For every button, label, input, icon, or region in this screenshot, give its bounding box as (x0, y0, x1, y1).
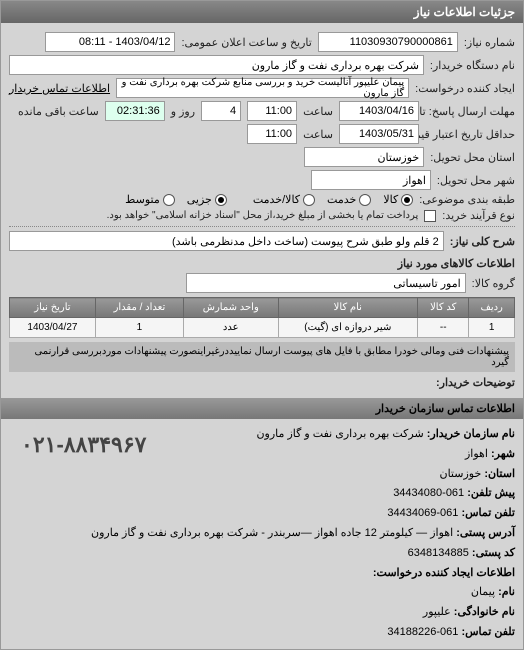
classify-group-1: کالا خدمت کالا/خدمت (253, 193, 413, 206)
province-label: استان محل تحویل: (430, 151, 515, 164)
radio-partial[interactable]: جزیی (187, 193, 227, 206)
c-city-val: اهواز (465, 448, 488, 460)
org-name-label: نام سازمان خریدار: (427, 428, 515, 440)
org-name-val: شرکت بهره برداری نفت و گاز مارون (256, 428, 423, 440)
need-title-label: شرح کلی نیاز: (450, 235, 515, 248)
radio-service[interactable]: خدمت (327, 193, 371, 206)
radio-service-label: خدمت (327, 193, 356, 206)
response-time-field: 11:00 (247, 101, 297, 121)
need-title-field: 2 قلم ولو طبق شرح پیوست (ساخت داخل مدنظر… (9, 231, 444, 251)
modal-title: جزئیات اطلاعات نیاز (414, 5, 515, 19)
response-date-field: 1403/04/16 (339, 101, 419, 121)
remain-time-field: 02:31:36 (105, 101, 165, 121)
contact-link[interactable]: اطلاعات تماس خریدار (9, 82, 110, 95)
group-field: امور تاسیساتی (186, 273, 466, 293)
c-fax-label: پیش تلفن: (467, 487, 515, 499)
th-0: ردیف (469, 298, 515, 318)
td-4: 1 (95, 318, 183, 338)
time-label-2: ساعت (303, 128, 333, 141)
radio-both[interactable]: کالا/خدمت (253, 193, 315, 206)
classify-label: طبقه بندی موضوعی: (419, 193, 515, 206)
table-header-row: ردیف کد کالا نام کالا واحد شمارش تعداد /… (10, 298, 515, 318)
td-0: 1 (469, 318, 515, 338)
province-field: خوزستان (304, 147, 424, 167)
table-row[interactable]: 1 -- شیر دروازه ای (گیت) عدد 1 1403/04/2… (10, 318, 515, 338)
modal-header: جزئیات اطلاعات نیاز (1, 1, 523, 23)
radio-goods[interactable]: کالا (383, 193, 413, 206)
contact-section-header: اطلاعات تماس سازمان خریدار (1, 398, 523, 419)
contract-check[interactable] (424, 210, 436, 222)
c-fax-val: 061-34434080 (393, 487, 464, 499)
c-name-val: پیمان (471, 586, 495, 598)
radio-partial-icon (215, 194, 227, 206)
th-3: واحد شمارش (184, 298, 279, 318)
org-field: شرکت بهره برداری نفت و گاز مارون (9, 55, 424, 75)
group-label: گروه کالا: (472, 277, 515, 290)
c-name-label: نام: (498, 586, 515, 598)
modal-root: جزئیات اطلاعات نیاز شماره نیاز: 11030930… (0, 0, 524, 650)
td-1: -- (418, 318, 469, 338)
c-contact-phone-label: تلفن تماس: (461, 626, 515, 638)
c-phone-val: 061-34434069 (387, 507, 458, 519)
c-address-val: اهواز — کیلومتر 12 جاده اهواز —سربندر - … (91, 527, 453, 539)
c-province-val: خوزستان (439, 468, 481, 480)
classify-group-2: جزیی متوسط (125, 193, 227, 206)
announce-label: تاریخ و ساعت اعلان عمومی: (181, 36, 311, 49)
contract-text: پرداخت تمام یا بخشی از مبلغ خرید،از محل … (107, 210, 419, 221)
radio-goods-icon (401, 194, 413, 206)
th-5: تاریخ نیاز (10, 298, 96, 318)
remain-label: ساعت باقی مانده (18, 105, 99, 118)
creator-label: ایجاد کننده درخواست: (415, 82, 515, 95)
radio-both-icon (303, 194, 315, 206)
validity-label: حداقل تاریخ اعتبار قیمت: تا تاریخ: (425, 128, 515, 141)
td-5: 1403/04/27 (10, 318, 96, 338)
contract-label: نوع قرآیند خرید: (442, 209, 515, 222)
c-phone-label: تلفن تماس: (461, 507, 515, 519)
announce-field: 1403/04/12 - 08:11 (45, 32, 175, 52)
radio-goods-label: کالا (383, 193, 398, 206)
c-family-label: نام خانوادگی: (454, 606, 515, 618)
request-no-label: شماره نیاز: (464, 36, 515, 49)
remain-days-field: 4 (201, 101, 241, 121)
creator-field: پیمان علیپور آنالیست خرید و بررسی منابع … (116, 78, 409, 98)
radio-medium-icon (163, 194, 175, 206)
desc-label: توضیحات خریدار: (436, 376, 515, 389)
contact-body: نام سازمان خریدار: شرکت بهره برداری نفت … (1, 419, 523, 649)
goods-table: ردیف کد کالا نام کالا واحد شمارش تعداد /… (9, 297, 515, 338)
time-label-1: ساعت (303, 105, 333, 118)
org-label: نام دستگاه خریدار: (430, 59, 515, 72)
big-phone: ۰۲۱-۸۸۳۴۹۶۷ (9, 425, 147, 465)
main-section: شماره نیاز: 11030930790000861 تاریخ و سا… (1, 23, 523, 398)
th-4: تعداد / مقدار (95, 298, 183, 318)
c-address-label: آدرس پستی: (456, 527, 515, 539)
validity-time-field: 11:00 (247, 124, 297, 144)
radio-partial-label: جزیی (187, 193, 212, 206)
request-no-field: 11030930790000861 (318, 32, 458, 52)
td-2: شیر دروازه ای (گیت) (278, 318, 418, 338)
validity-date-field: 1403/05/31 (339, 124, 419, 144)
th-1: کد کالا (418, 298, 469, 318)
radio-medium[interactable]: متوسط (125, 193, 175, 206)
goods-section-label: اطلاعات کالاهای مورد نیاز (398, 257, 515, 270)
th-2: نام کالا (278, 298, 418, 318)
response-from-label: مهلت ارسال پاسخ: تا تاریخ: (425, 105, 515, 118)
radio-service-icon (359, 194, 371, 206)
remain-days-label: روز و (171, 105, 195, 118)
c-province-label: استان: (484, 468, 515, 480)
radio-medium-label: متوسط (125, 193, 160, 206)
radio-both-label: کالا/خدمت (253, 193, 300, 206)
city-field: اهواز (311, 170, 431, 190)
c-city-label: شهر: (491, 448, 515, 460)
divider (9, 226, 515, 227)
city-label: شهر محل تحویل: (437, 174, 515, 187)
c-postcode-label: کد پستی: (472, 547, 515, 559)
c-contact-phone-val: 061-34188226 (387, 626, 458, 638)
c-postcode-val: 6348134885 (408, 547, 469, 559)
contact-left: نام سازمان خریدار: شرکت بهره برداری نفت … (256, 425, 515, 524)
table-note: پیشنهادات فنی ومالی خودرا مطابق با فایل … (9, 342, 515, 372)
c-family-val: علیپور (423, 606, 451, 618)
creator-section-label: اطلاعات ایجاد کننده درخواست: (373, 567, 515, 579)
td-3: عدد (184, 318, 279, 338)
